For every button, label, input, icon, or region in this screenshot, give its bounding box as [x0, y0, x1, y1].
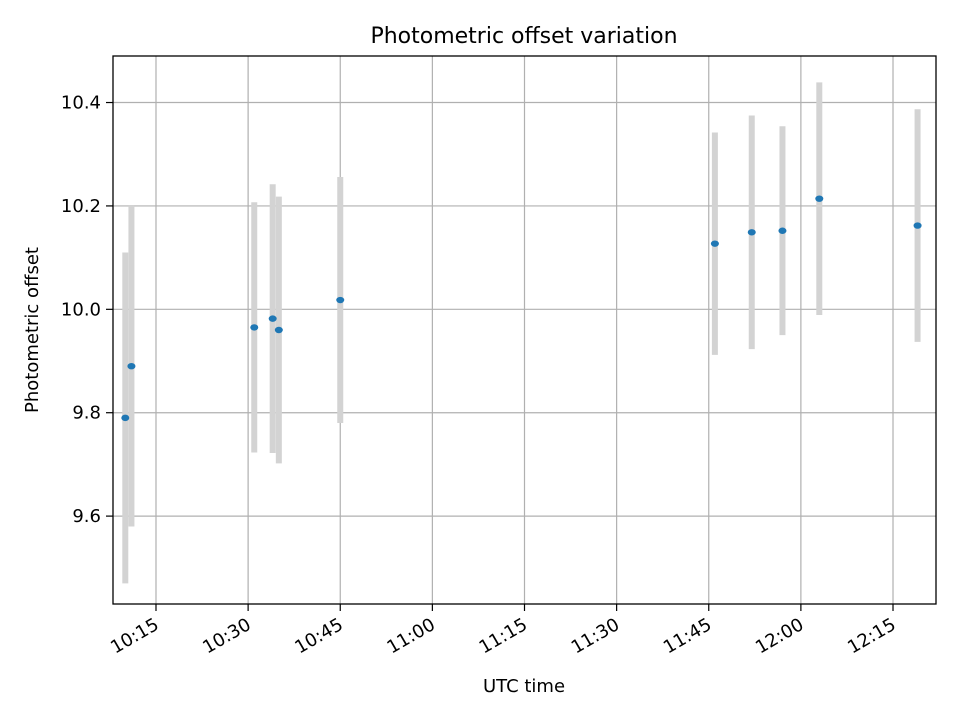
x-tick-label: 11:45 [660, 614, 715, 658]
y-tick-label: 10.4 [61, 93, 101, 114]
data-point [778, 227, 787, 234]
y-tick-label: 9.8 [72, 403, 101, 424]
x-tick-label: 10:15 [107, 614, 162, 658]
data-point [274, 326, 283, 334]
y-axis-ticks: 9.6 9.8 10.0 10.2 10.4 [61, 93, 113, 527]
data-points [121, 195, 922, 422]
y-axis-title: Photometric offset [22, 247, 43, 413]
y-tick-label: 9.6 [72, 506, 101, 527]
x-tick-label: 11:00 [383, 614, 438, 658]
data-point [710, 240, 719, 247]
x-axis-ticks: 10:15 10:30 10:45 11:00 11:15 11:30 11:45 12:00… [107, 604, 900, 658]
x-tick-label: 11:15 [476, 614, 531, 658]
data-point [747, 229, 756, 236]
y-tick-label: 10.0 [61, 299, 101, 320]
data-point [127, 362, 136, 370]
x-tick-label: 12:00 [752, 614, 807, 658]
data-point [815, 195, 824, 202]
chart-title: Photometric offset variation [370, 24, 677, 49]
data-point [250, 324, 259, 331]
data-point [913, 222, 922, 229]
data-point [121, 414, 130, 422]
x-axis-title: UTC time [483, 676, 565, 697]
errorbars [122, 82, 921, 584]
y-tick-label: 10.2 [61, 196, 101, 217]
x-tick-label: 12:15 [844, 614, 899, 658]
x-tick-label: 11:30 [568, 614, 623, 658]
data-point [268, 315, 277, 322]
grid [113, 56, 936, 604]
x-tick-label: 10:30 [199, 614, 254, 658]
data-point [336, 296, 345, 304]
x-tick-label: 10:45 [291, 614, 346, 658]
